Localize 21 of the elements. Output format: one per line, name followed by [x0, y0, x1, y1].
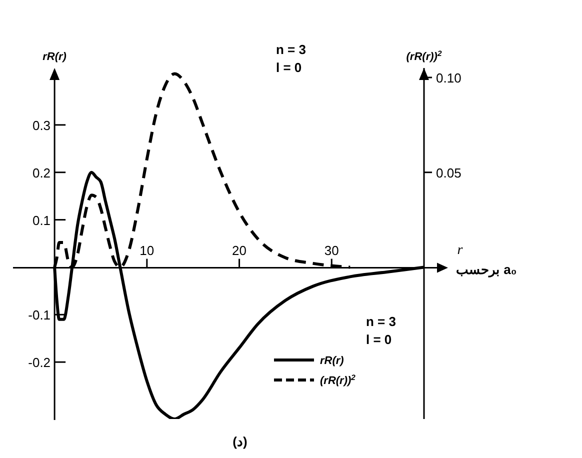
legend-label: rR(r): [320, 355, 344, 367]
x-tick-label: 30: [324, 242, 339, 258]
y-tick-label: -0.1: [28, 308, 51, 323]
y-tick-label: 0.1: [32, 212, 51, 228]
text: n = 3: [276, 42, 306, 57]
y-axis-title: rR(r): [42, 51, 67, 63]
y2-axis-title: (rR(r))$^{2}$: [406, 48, 442, 63]
text: برحسب a₀: [456, 262, 517, 278]
y-tick-label: 0.3: [32, 118, 51, 133]
x-axis-title: r: [457, 242, 464, 258]
y-tick-label: -0.2: [28, 355, 51, 370]
y-tick-label: 0.2: [32, 165, 51, 180]
x-tick-label: 20: [232, 242, 247, 258]
text: (د): [232, 434, 248, 449]
annotation: l = 0: [366, 332, 392, 347]
annotation: l = 0: [276, 60, 302, 75]
y2-tick-label: 0.10: [436, 70, 462, 86]
x-tick-label: 10: [140, 242, 154, 258]
legend-label: (rR(r))$^{2}$: [320, 372, 356, 387]
y2-tick-label: 0.05: [436, 165, 462, 180]
annotation: n = 3: [366, 314, 396, 329]
